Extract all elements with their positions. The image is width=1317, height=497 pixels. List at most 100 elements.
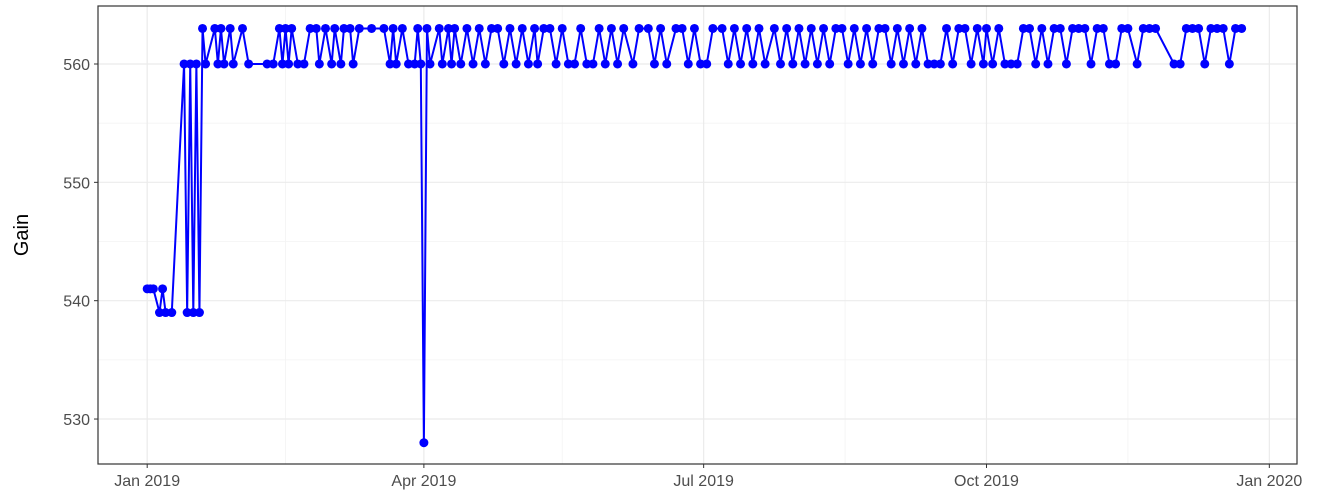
data-point (336, 59, 346, 69)
data-point (468, 59, 478, 69)
data-point (391, 59, 401, 69)
data-point (434, 23, 444, 33)
data-point (576, 23, 586, 33)
data-point (619, 23, 629, 33)
data-point (788, 59, 798, 69)
data-point (167, 308, 177, 318)
data-point (1237, 23, 1247, 33)
data-point (161, 308, 171, 318)
data-point (729, 23, 739, 33)
data-point (154, 308, 164, 318)
data-point (1092, 23, 1102, 33)
data-point (523, 59, 533, 69)
data-point (422, 23, 432, 33)
data-point (662, 59, 672, 69)
data-point (917, 23, 927, 33)
data-point (911, 59, 921, 69)
data-point (960, 23, 970, 33)
data-point (511, 59, 521, 69)
data-point (388, 23, 398, 33)
x-tick-label: Oct 2019 (954, 473, 1019, 490)
data-point (188, 308, 198, 318)
data-point (480, 59, 490, 69)
data-point (948, 59, 958, 69)
data-point (237, 23, 247, 33)
data-point (1194, 23, 1204, 33)
data-point (800, 59, 810, 69)
data-point (723, 59, 733, 69)
data-point (293, 59, 303, 69)
data-point (929, 59, 939, 69)
data-point (443, 23, 453, 33)
x-tick-label: Jan 2019 (114, 473, 180, 490)
data-point (533, 59, 543, 69)
data-point (1132, 59, 1142, 69)
data-point (551, 59, 561, 69)
data-point (1144, 23, 1154, 33)
data-point (419, 438, 429, 448)
data-point (1031, 59, 1041, 69)
x-tick-label: Apr 2019 (391, 473, 456, 490)
data-point (311, 23, 321, 33)
data-point (1098, 23, 1108, 33)
data-point (837, 23, 847, 33)
data-point (437, 59, 447, 69)
data-point (1206, 23, 1216, 33)
data-point (348, 59, 358, 69)
data-point (1218, 23, 1228, 33)
data-point (683, 59, 693, 69)
data-point (1212, 23, 1222, 33)
data-point (570, 59, 580, 69)
data-point (1080, 23, 1090, 33)
data-point (886, 59, 896, 69)
data-point (794, 23, 804, 33)
data-point (825, 59, 835, 69)
data-point (194, 308, 204, 318)
data-point (874, 23, 884, 33)
data-point (594, 23, 604, 33)
data-point (1117, 23, 1127, 33)
data-point (905, 23, 915, 33)
data-point (1068, 23, 1078, 33)
data-point (1200, 59, 1210, 69)
x-tick-label: Jan 2020 (1236, 473, 1302, 490)
data-point (649, 59, 659, 69)
data-point (819, 23, 829, 33)
y-tick-label: 550 (63, 175, 90, 192)
data-point (588, 59, 598, 69)
data-point (1224, 59, 1234, 69)
data-point (474, 23, 484, 33)
data-point (1061, 59, 1071, 69)
data-point (557, 23, 567, 33)
data-point (898, 59, 908, 69)
data-point (517, 23, 527, 33)
data-point (1086, 59, 1096, 69)
data-point (367, 23, 377, 33)
data-point (754, 23, 764, 33)
data-point (1231, 23, 1241, 33)
data-point (855, 59, 865, 69)
data-point (760, 59, 770, 69)
data-point (499, 59, 509, 69)
data-point (425, 59, 435, 69)
data-point (185, 59, 195, 69)
data-point (274, 23, 284, 33)
data-point (244, 59, 254, 69)
data-point (148, 284, 158, 294)
data-point (742, 23, 752, 33)
data-point (281, 23, 291, 33)
data-point (345, 23, 355, 33)
data-point (505, 23, 515, 33)
data-point (966, 59, 976, 69)
data-point (736, 59, 746, 69)
data-point (696, 59, 706, 69)
data-point (923, 59, 933, 69)
data-point (299, 59, 309, 69)
data-point (191, 59, 201, 69)
data-point (613, 59, 623, 69)
data-point (397, 23, 407, 33)
data-point (677, 23, 687, 33)
data-point (1181, 23, 1191, 33)
data-point (462, 23, 472, 33)
data-point (213, 59, 223, 69)
